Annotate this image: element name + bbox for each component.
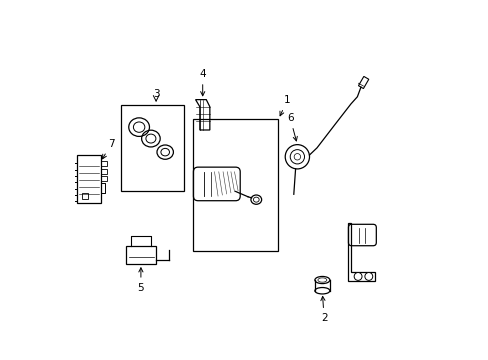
Bar (101, 176, 107, 181)
Circle shape (364, 273, 372, 280)
Text: 1: 1 (280, 95, 290, 116)
Ellipse shape (161, 148, 169, 156)
Text: 4: 4 (199, 69, 205, 96)
Circle shape (285, 145, 309, 169)
Ellipse shape (133, 122, 144, 132)
Text: 2: 2 (320, 296, 327, 323)
Bar (82, 193, 88, 199)
Bar (77, 155, 101, 203)
Bar (121, 105, 183, 191)
Text: 3: 3 (152, 89, 159, 99)
Text: 5: 5 (137, 268, 144, 293)
Text: 6: 6 (286, 113, 297, 141)
Circle shape (294, 154, 300, 160)
Ellipse shape (250, 195, 261, 204)
Ellipse shape (317, 278, 326, 282)
Bar (101, 168, 107, 174)
Circle shape (353, 273, 361, 280)
Bar (101, 161, 107, 166)
Text: 7: 7 (102, 139, 114, 159)
Ellipse shape (145, 134, 156, 143)
Bar (192, 119, 278, 251)
